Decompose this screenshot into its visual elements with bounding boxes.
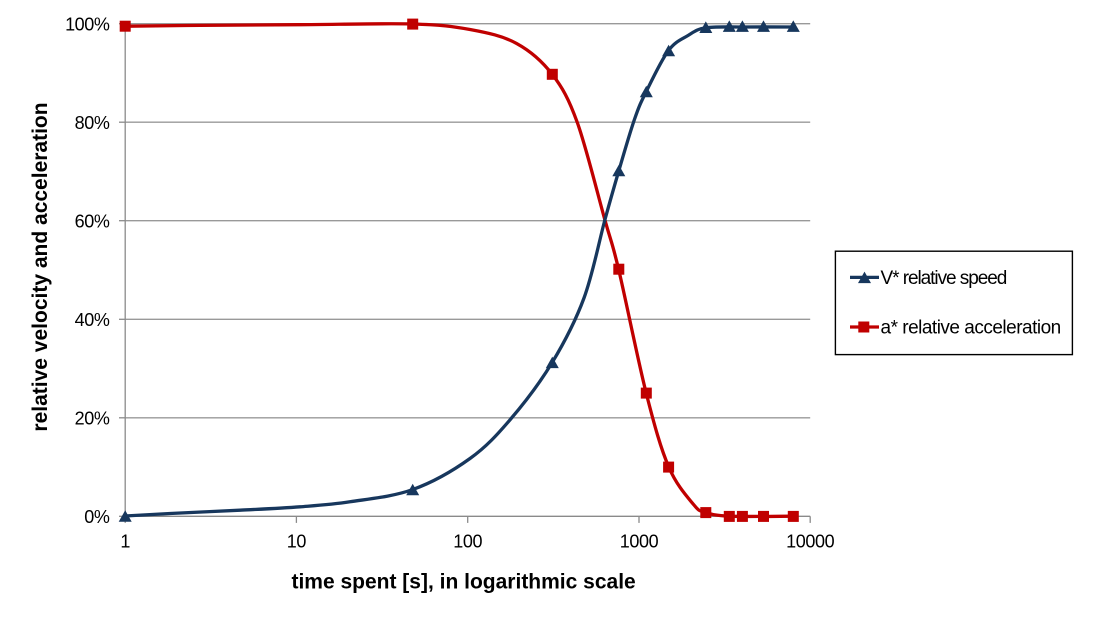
svg-text:80%: 80% <box>75 113 110 133</box>
svg-text:20%: 20% <box>75 408 110 428</box>
svg-text:100%: 100% <box>65 14 110 34</box>
svg-text:a* relative acceleration: a* relative acceleration <box>881 317 1061 338</box>
svg-text:V* relative speed: V* relative speed <box>881 268 1007 289</box>
svg-text:1: 1 <box>120 532 130 552</box>
svg-text:60%: 60% <box>75 211 110 231</box>
svg-text:10000: 10000 <box>786 532 834 552</box>
svg-text:100: 100 <box>453 532 482 552</box>
svg-text:40%: 40% <box>75 310 110 330</box>
svg-text:time spent [s], in logarithmic: time spent [s], in logarithmic scale <box>291 571 635 594</box>
svg-text:0%: 0% <box>84 507 110 527</box>
svg-text:relative velocity and accelera: relative velocity and acceleration <box>29 102 52 431</box>
svg-text:10: 10 <box>287 532 307 552</box>
svg-text:1000: 1000 <box>620 532 659 552</box>
